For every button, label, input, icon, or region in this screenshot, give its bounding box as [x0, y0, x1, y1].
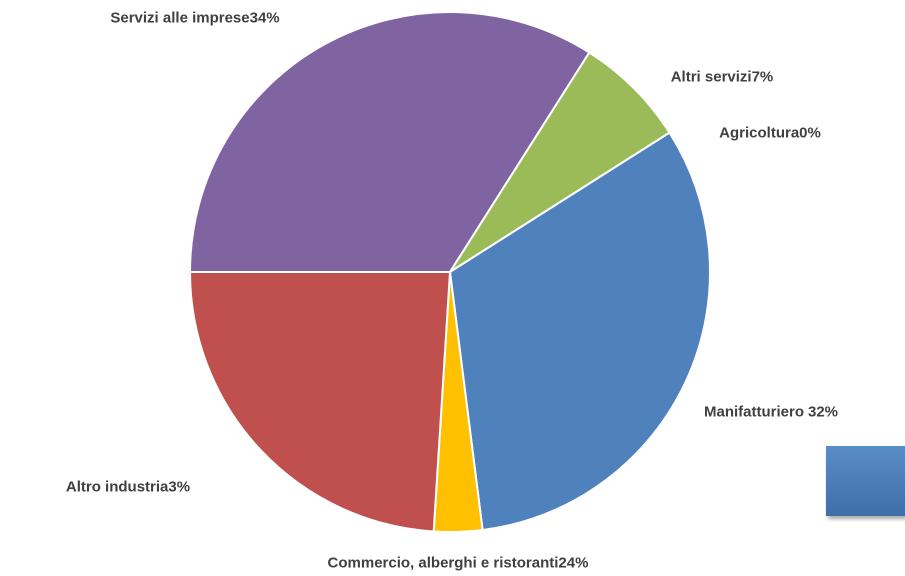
value-label: 3% [168, 478, 191, 496]
value-label: 0% [799, 124, 821, 142]
category-label: Commercio, alberghi e ristoranti [327, 554, 559, 572]
value-label: 24% [558, 554, 589, 572]
data-label: Servizi alle imprese34% [110, 6, 279, 31]
data-label: Agricoltura0% [719, 121, 821, 146]
data-label: Manifatturiero 32% [704, 400, 838, 425]
value-label: 32% [807, 403, 839, 421]
category-label: Altro industria [65, 478, 169, 496]
value-label: 34% [249, 9, 280, 27]
pie-slice [188, 271, 452, 533]
category-label: Agricoltura [719, 124, 800, 142]
category-label: Altri servizi [670, 68, 752, 86]
data-label: Commercio, alberghi e ristoranti24% [328, 551, 589, 576]
data-label: Altro industria3% [28, 475, 228, 500]
value-label: 7% [751, 68, 774, 86]
category-label: Manifatturiero [703, 403, 804, 421]
category-label: Servizi alle imprese [110, 9, 250, 27]
pie-slice [448, 131, 711, 532]
data-label: Altri servizi7% [671, 65, 774, 90]
legend-key [826, 446, 905, 516]
pie-slice [188, 11, 591, 273]
pie-slice [449, 51, 671, 273]
